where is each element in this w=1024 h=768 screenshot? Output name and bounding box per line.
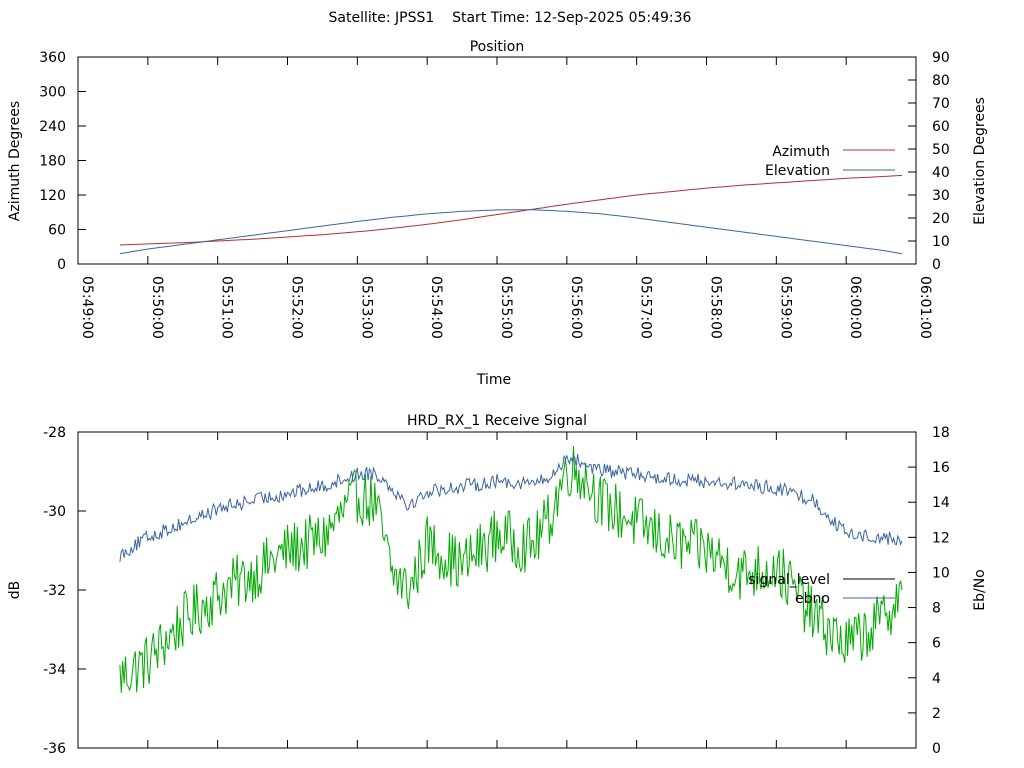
db-tick-label: -36 <box>43 741 66 757</box>
time-tick-label: 05:49:00 <box>79 276 95 339</box>
azimuth-line <box>119 174 903 246</box>
position-axis-ticks <box>77 56 917 265</box>
time-tick-label: 05:54:00 <box>428 276 444 339</box>
time-tick-label: 05:55:00 <box>498 276 514 339</box>
db-tick-label: -28 <box>43 425 66 441</box>
ebno-tick-label: 4 <box>932 671 941 687</box>
elevation-tick-label: 60 <box>932 119 950 135</box>
position-legend: Azimuth Elevation <box>765 144 895 179</box>
time-tick-label: 05:52:00 <box>289 276 305 339</box>
azimuth-tick-label: 120 <box>39 188 66 204</box>
receive-signal-chart: HRD_RX_1 Receive Signal -36-34-32-30-28 … <box>7 413 988 757</box>
elevation-tick-label: 0 <box>932 257 941 273</box>
elevation-tick-label: 20 <box>932 211 950 227</box>
ebno-tick-label: 2 <box>932 706 941 722</box>
ebno-line <box>119 453 903 562</box>
ebno-tick-label: 8 <box>932 601 941 617</box>
ebno-tick-label: 16 <box>932 460 950 476</box>
position-series <box>119 174 903 255</box>
ebno-tick-label: 10 <box>932 565 950 581</box>
time-tick-label: 05:59:00 <box>777 276 793 339</box>
time-tick-label: 05:53:00 <box>358 276 374 339</box>
ebno-tick-label: 6 <box>932 636 941 652</box>
time-tick-label: 06:00:00 <box>847 276 863 339</box>
ebno-tick-label: 18 <box>932 425 950 441</box>
legend-elevation-label: Elevation <box>765 163 830 179</box>
elevation-axis-label: Elevation Degrees <box>972 97 988 225</box>
receive-signal-series <box>119 446 903 693</box>
time-axis-tick-labels: 05:49:00 05:50:00 05:51:00 05:52:00 05:53:00… <box>79 276 933 339</box>
position-chart-title: Position <box>470 39 525 55</box>
time-tick-label: 05:50:00 <box>149 276 165 339</box>
db-axis-label: dB <box>7 581 23 600</box>
ebno-axis-tick-labels: 0 2 4 6 8 10 12 14 16 18 <box>932 425 950 757</box>
time-tick-label: 05:58:00 <box>708 276 724 339</box>
ebno-axis-label: Eb/No <box>972 569 988 611</box>
azimuth-tick-label: 240 <box>39 119 66 135</box>
azimuth-axis-tick-labels: 0 60 120 180 240 300 360 <box>39 50 66 273</box>
azimuth-tick-label: 300 <box>39 85 66 101</box>
elevation-line <box>119 209 903 255</box>
elevation-tick-label: 30 <box>932 188 950 204</box>
db-axis-tick-labels: -36 -34 -32 -30 -28 <box>43 425 66 757</box>
elevation-tick-label: 80 <box>932 73 950 89</box>
signal-level-line <box>119 446 903 693</box>
azimuth-tick-label: 360 <box>39 50 66 66</box>
time-tick-label: 06:01:00 <box>917 276 933 339</box>
receive-signal-chart-title: HRD_RX_1 Receive Signal <box>407 413 587 429</box>
receive-signal-legend: signal_level ebno <box>748 572 895 607</box>
db-tick-label: -34 <box>43 662 66 678</box>
azimuth-axis-label: Azimuth Degrees <box>7 101 23 221</box>
elevation-tick-label: 40 <box>932 165 950 181</box>
receive-signal-axis-ticks <box>77 431 917 749</box>
db-tick-label: -30 <box>43 504 66 520</box>
ebno-tick-label: 14 <box>932 495 950 511</box>
elevation-tick-label: 50 <box>932 142 950 158</box>
ebno-tick-label: 0 <box>932 741 941 757</box>
receive-signal-plot-area <box>77 431 917 749</box>
azimuth-tick-label: 180 <box>39 154 66 170</box>
time-tick-label: 05:51:00 <box>219 276 235 339</box>
elevation-axis-tick-labels: 0 10 20 30 40 50 60 70 80 90 <box>932 50 950 273</box>
elevation-tick-label: 90 <box>932 50 950 66</box>
azimuth-tick-label: 60 <box>48 223 66 239</box>
elevation-tick-label: 10 <box>932 234 950 250</box>
position-chart: Position 0 60 120 180 240 300 360 0 10 20 30 40 50 6… <box>7 39 988 388</box>
time-axis-label: Time <box>476 372 511 388</box>
elevation-tick-label: 70 <box>932 96 950 112</box>
db-tick-label: -32 <box>43 583 66 599</box>
position-plot-area <box>77 56 917 265</box>
ebno-tick-label: 12 <box>932 530 950 546</box>
figure-title: Satellite: JPSS1 Start Time: 12-Sep-2025… <box>329 10 692 26</box>
time-tick-label: 05:57:00 <box>638 276 654 339</box>
legend-ebno-label: ebno <box>795 591 830 607</box>
azimuth-tick-label: 0 <box>57 257 66 273</box>
legend-azimuth-label: Azimuth <box>772 144 830 160</box>
legend-signal-level-label: signal_level <box>748 572 830 588</box>
time-tick-label: 05:56:00 <box>568 276 584 339</box>
